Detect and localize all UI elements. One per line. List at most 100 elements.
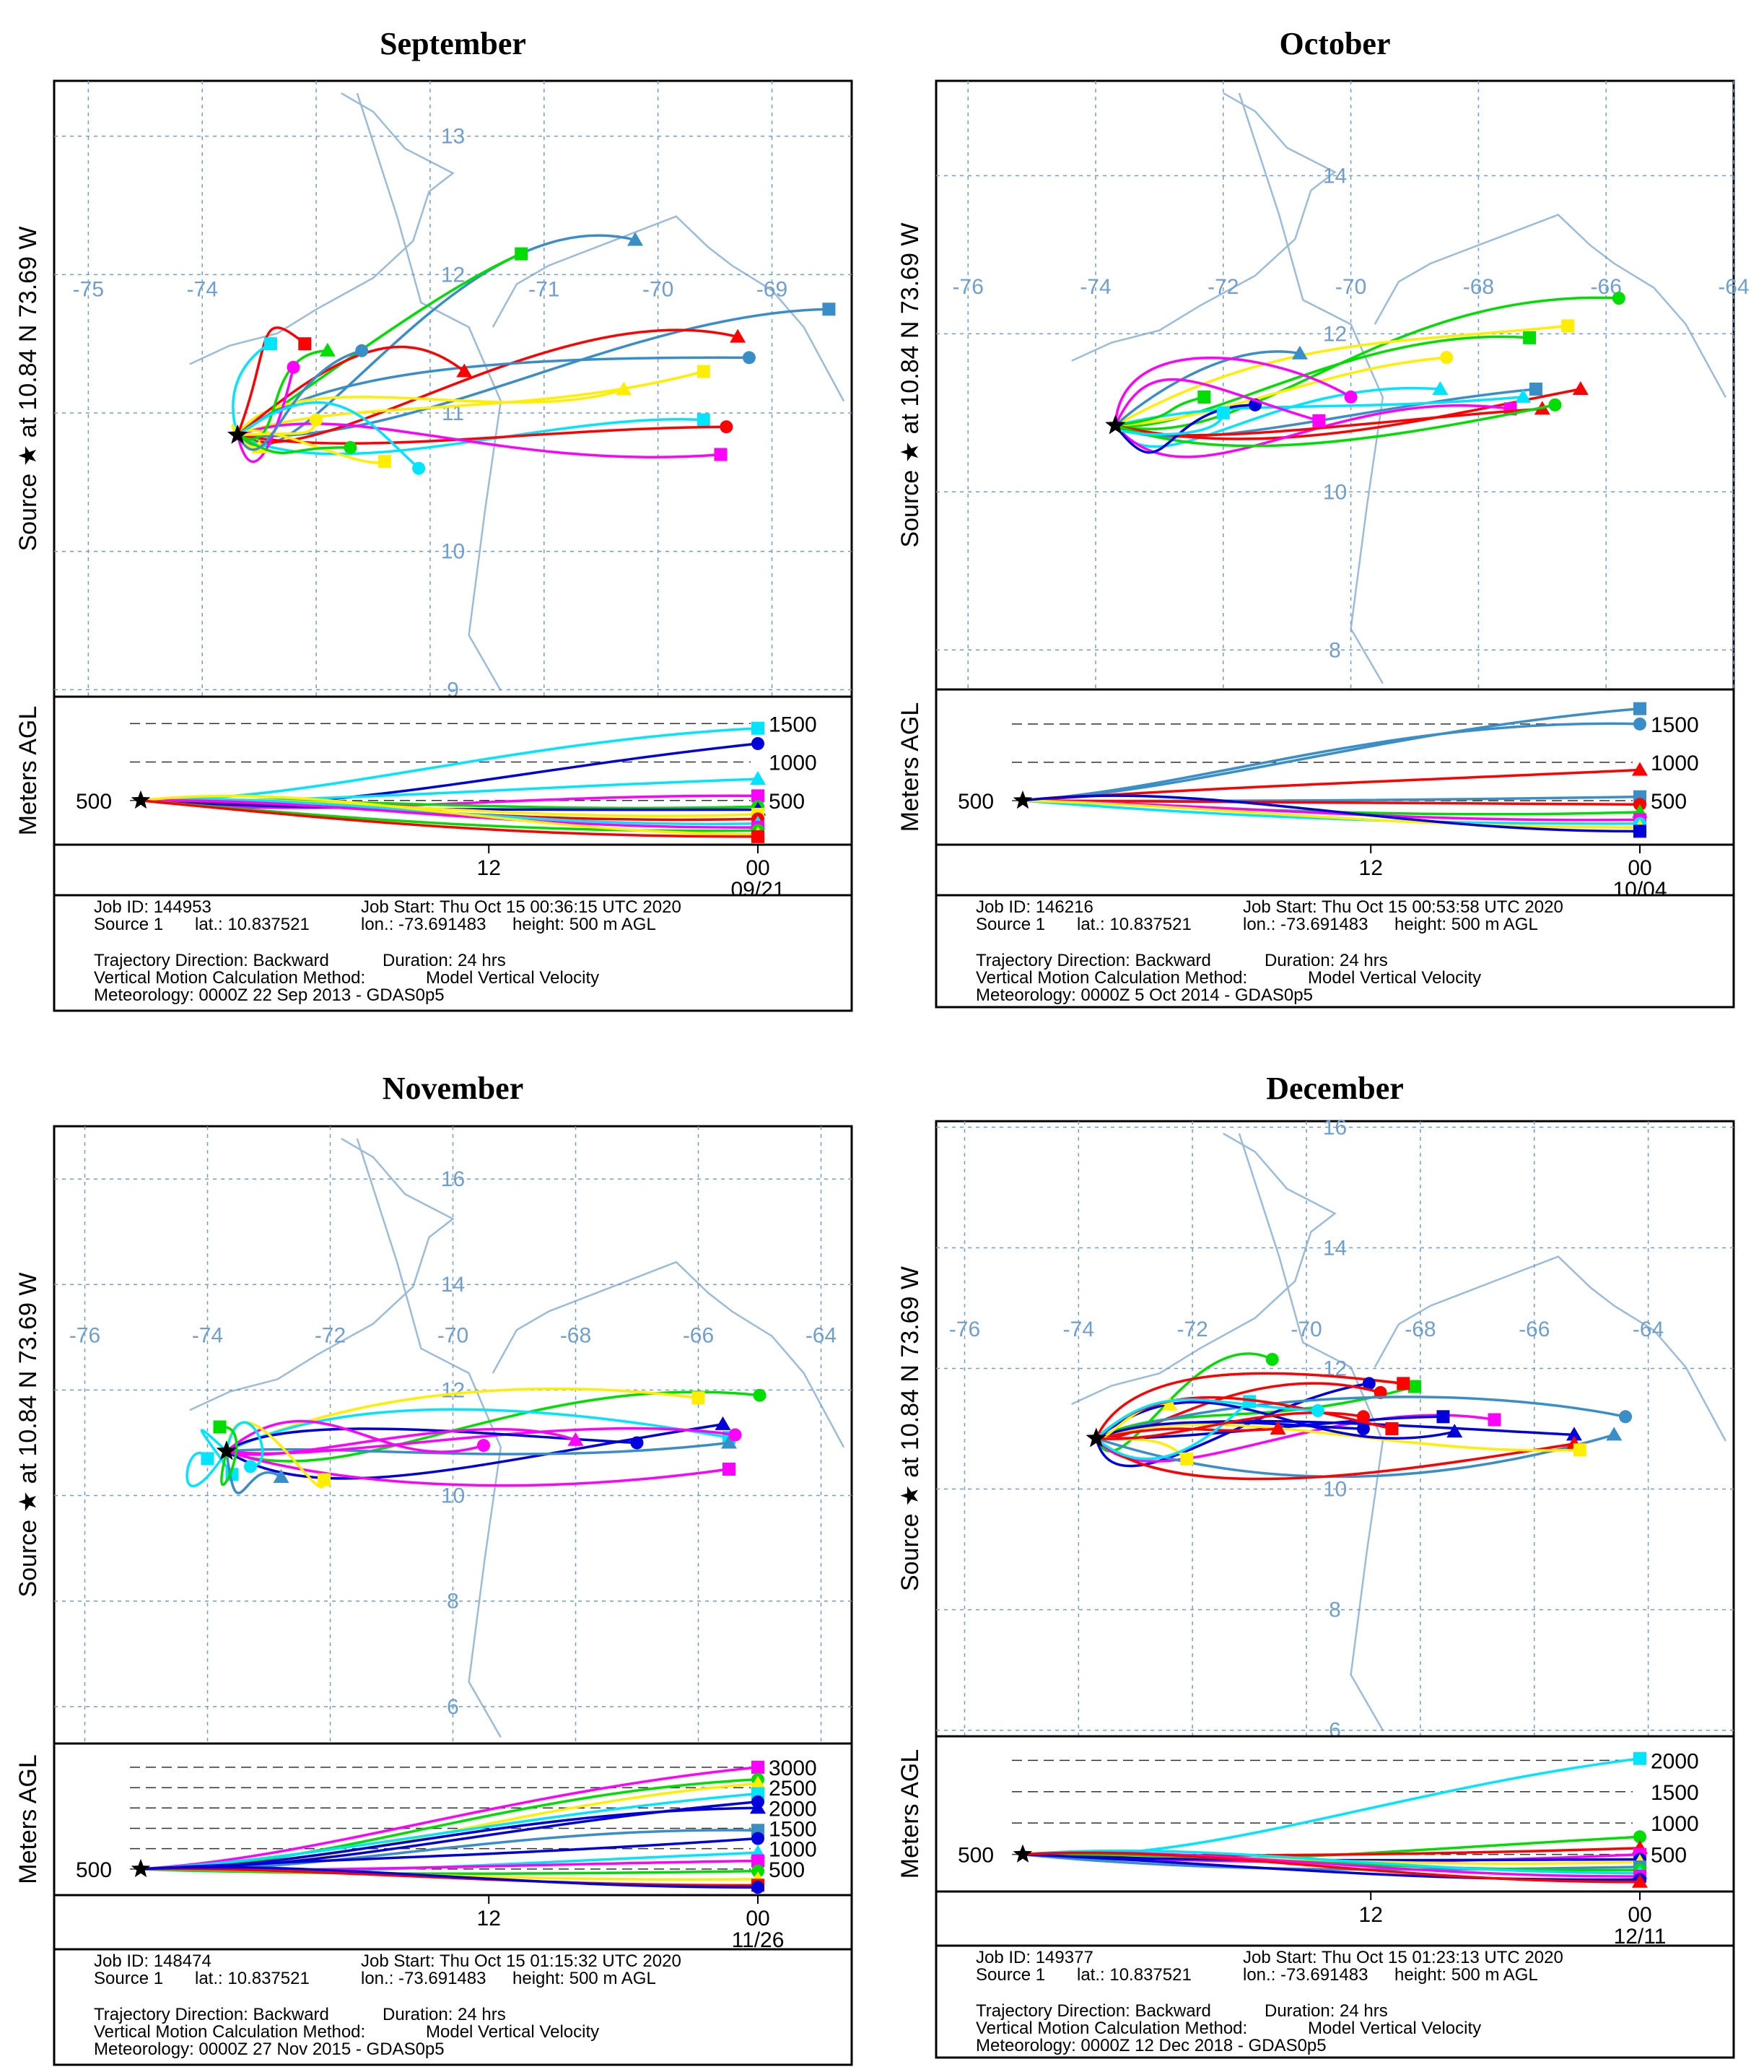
trajectory-line (226, 1427, 577, 1456)
circle-marker (728, 1428, 742, 1442)
vertical-method-value: Model Vertical Velocity (1308, 968, 1481, 988)
square-marker (722, 1463, 735, 1476)
circle-marker (720, 420, 733, 434)
height-tick-label: 1500 (769, 713, 817, 736)
trajectory-line (1114, 350, 1301, 427)
trajectory-line (1114, 378, 1319, 427)
longitude-label: -72 (1208, 275, 1239, 299)
longitude-label: -64 (1718, 275, 1749, 299)
latitude-label: 8 (1329, 1598, 1341, 1622)
trajectory-line (237, 356, 749, 437)
latitude-label: 10 (441, 1484, 465, 1508)
triangle-marker (715, 1416, 731, 1430)
height-tick-label: 1000 (1651, 1812, 1699, 1836)
circle-marker (1356, 1410, 1370, 1424)
vertical-method-text: Vertical Motion Calculation Method: (976, 2019, 1247, 2038)
longitude-label: -69 (756, 278, 787, 302)
longitude-label: -74 (1080, 275, 1111, 299)
time-axis-frame (935, 843, 1735, 897)
height-tick-label: 1500 (1651, 1781, 1699, 1805)
latitude-label: 14 (1323, 164, 1347, 188)
vertical-method-value: Model Vertical Velocity (426, 2022, 599, 2042)
trajectory-line (1096, 1385, 1415, 1440)
square-marker (1633, 702, 1646, 715)
triangle-marker (567, 1432, 584, 1446)
height-trajectory-line (140, 1766, 759, 1871)
coastline (492, 1261, 845, 1448)
vertical-method-text: Vertical Motion Calculation Method: (94, 968, 365, 988)
trajectory-line (1095, 1400, 1251, 1461)
trajectory-line (1095, 1382, 1370, 1468)
longitude-label: -68 (1405, 1318, 1436, 1341)
square-marker (515, 247, 528, 261)
job-id-text: Job ID: 149377 (976, 1948, 1093, 1967)
job-start-text: Job Start: Thu Oct 15 01:15:32 UTC 2020 (361, 1951, 681, 1971)
triangle-marker (1632, 1873, 1648, 1888)
trajectory-line (1095, 1401, 1455, 1440)
circle-marker (355, 344, 369, 357)
height-frame (935, 688, 1735, 846)
longitude-label: -68 (560, 1323, 591, 1347)
height-trajectory-line (1022, 799, 1641, 825)
circle-marker (1548, 398, 1562, 412)
lat-text: lat.: 10.837521 (195, 915, 310, 934)
source-star-icon (131, 1858, 151, 1878)
latitude-label: 14 (441, 1273, 465, 1297)
triangle-marker (1446, 1424, 1463, 1438)
trajectory-line (1096, 1423, 1580, 1452)
square-marker (751, 830, 764, 843)
trajectory-line (237, 418, 704, 456)
panel-title: December (1266, 1071, 1404, 1106)
info-box (935, 894, 1735, 1009)
trajectory-line (226, 1408, 730, 1453)
height-text: height: 500 m AGL (1394, 1965, 1538, 1985)
circle-marker (1619, 1410, 1633, 1424)
latitude-label: 12 (441, 263, 465, 287)
start-height-label: 500 (76, 790, 112, 814)
square-marker (1397, 1377, 1410, 1390)
job-start-text: Job Start: Thu Oct 15 00:53:58 UTC 2020 (1243, 897, 1563, 917)
info-box (935, 1944, 1735, 2059)
source-text: Source 1 (976, 915, 1045, 934)
map-frame (935, 1120, 1735, 1738)
circle-marker (751, 1881, 764, 1894)
time-tick-label: 00 (746, 1907, 769, 1930)
source-text: Source 1 (94, 1969, 163, 1988)
panel-title: September (380, 26, 526, 61)
direction-text: Trajectory Direction: Backward (976, 951, 1211, 970)
height-trajectory-line (1022, 794, 1641, 833)
height-trajectory-line (140, 1866, 759, 1889)
latitude-label: 14 (1323, 1236, 1347, 1260)
square-marker (751, 789, 764, 803)
triangle-marker (1515, 388, 1532, 403)
square-marker (691, 1391, 705, 1405)
circle-marker (1356, 1422, 1370, 1435)
trajectory-line (231, 424, 260, 449)
height-tick-label: 500 (1651, 790, 1687, 814)
square-marker (1573, 1443, 1586, 1457)
latitude-label: 13 (441, 125, 465, 149)
latitude-label: 16 (441, 1167, 465, 1191)
circle-marker (751, 1832, 764, 1845)
november-panel: November Source ★ at 10.84 N 73.69 W -76 -7… (14, 1071, 853, 2066)
square-marker (201, 1452, 214, 1466)
height-axis-label: Meters AGL (896, 1749, 924, 1879)
trajectory-line (237, 349, 328, 441)
source-text: Source 1 (94, 915, 163, 934)
trajectory-line (1114, 324, 1568, 427)
longitude-label: -70 (1291, 1318, 1322, 1341)
height-trajectory-line (1022, 1851, 1641, 1884)
source-star-icon (1086, 1427, 1107, 1448)
trajectory-line (1114, 404, 1555, 448)
longitude-label: -66 (1519, 1318, 1550, 1341)
longitude-label: -68 (1463, 275, 1494, 299)
longitude-label: -74 (1063, 1318, 1094, 1341)
square-marker (318, 1473, 331, 1486)
source-star-icon (1013, 1844, 1033, 1863)
latitude-label: 16 (1323, 1115, 1347, 1139)
source-star-icon (227, 424, 248, 444)
trajectory-line (237, 308, 829, 438)
square-marker (1180, 1452, 1194, 1466)
lat-text: lat.: 10.837521 (1077, 1965, 1192, 1985)
